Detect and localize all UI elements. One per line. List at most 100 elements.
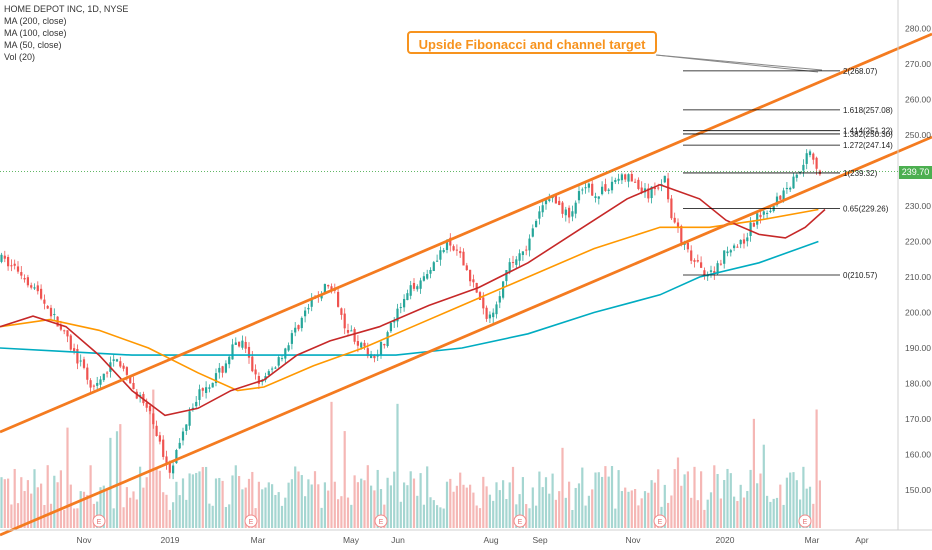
volume-bar <box>802 466 805 528</box>
candle-body <box>366 348 369 357</box>
candle-body <box>231 344 234 360</box>
candle-body <box>287 345 290 351</box>
volume-bar <box>198 471 201 528</box>
volume-bar <box>812 503 815 528</box>
volume-bar <box>13 468 16 528</box>
volume-bar <box>436 505 439 528</box>
annotation-callout[interactable]: Upside Fibonacci and channel target <box>407 31 657 54</box>
volume-bar <box>696 500 699 528</box>
volume-bar <box>56 482 59 528</box>
candle-body <box>432 262 435 272</box>
candle-body <box>30 285 33 288</box>
volume-bar <box>231 475 234 528</box>
volume-bar <box>82 491 86 528</box>
candle-body <box>591 183 594 196</box>
volume-bar <box>591 489 594 528</box>
volume-bar <box>379 489 383 528</box>
volume-bar <box>673 469 676 528</box>
volume-bar <box>16 503 20 528</box>
volume-bar <box>363 480 366 528</box>
candle-body <box>690 250 693 261</box>
y-tick-label: 160.00 <box>905 450 931 460</box>
volume-bar <box>40 483 43 528</box>
candle-body <box>297 325 300 330</box>
candle-body <box>76 348 79 364</box>
volume-bar <box>445 481 449 528</box>
candle-body <box>40 288 43 299</box>
candle-body <box>7 257 10 267</box>
candle-body <box>43 299 46 304</box>
candle-body <box>3 255 6 259</box>
candle-body <box>106 372 109 374</box>
candle-body <box>818 170 821 175</box>
volume-bar <box>119 424 122 528</box>
volume-bar <box>310 484 313 528</box>
volume-bar <box>271 484 274 528</box>
candle-body <box>640 187 643 193</box>
candle-body <box>538 211 541 219</box>
candle-body <box>129 376 132 384</box>
earnings-marker <box>653 514 667 528</box>
volume-bar <box>251 471 254 528</box>
candle-body <box>327 284 330 287</box>
y-tick-label: 220.00 <box>905 237 931 247</box>
candle-body <box>393 320 396 323</box>
volume-bar <box>69 484 72 528</box>
candle-body <box>277 357 280 366</box>
candle-body <box>667 178 670 200</box>
candle-body <box>82 359 86 368</box>
volume-bar <box>366 465 369 528</box>
volume-bar <box>736 501 739 528</box>
volume-bar <box>238 476 241 528</box>
volume-bar <box>185 499 188 528</box>
volume-bar <box>558 491 561 528</box>
volume-bar <box>789 472 792 528</box>
volume-bar <box>667 502 670 528</box>
volume-bar <box>469 484 472 528</box>
candle-body <box>79 360 82 362</box>
candle-body <box>247 346 251 358</box>
candle-body <box>191 407 194 410</box>
volume-bar <box>290 479 293 528</box>
candle-body <box>568 207 571 218</box>
volume-bar <box>452 491 455 528</box>
earnings-marker <box>798 514 812 528</box>
candle-body <box>624 174 627 180</box>
volume-bar <box>304 496 307 528</box>
candle-body <box>363 342 366 347</box>
volume-bar <box>373 490 376 528</box>
volume-bar <box>676 457 680 528</box>
volume-bar <box>356 482 359 528</box>
candle-body <box>172 465 175 474</box>
candle-body <box>584 187 587 189</box>
volume-bar <box>205 466 208 528</box>
candle-body <box>459 251 462 254</box>
volume-bar <box>449 478 452 528</box>
candle-body <box>713 271 716 274</box>
volume-bar <box>267 482 270 528</box>
earnings-marker-label: E <box>518 519 523 526</box>
channel-lines <box>0 32 932 537</box>
candle-body <box>541 205 544 213</box>
candle-body <box>360 342 363 348</box>
candle-body <box>162 439 165 457</box>
volume-bar <box>330 401 333 528</box>
candle-body <box>442 250 445 253</box>
y-tick-label: 250.00 <box>905 130 931 140</box>
candle-body <box>733 245 736 249</box>
candle-body <box>99 379 102 385</box>
volume-bar <box>511 466 515 528</box>
candle-body <box>587 183 590 188</box>
candle-body <box>267 371 270 376</box>
candle-body <box>66 330 69 337</box>
volume-bar <box>739 484 742 528</box>
volume-bar <box>634 489 637 528</box>
volume-bar <box>551 473 554 528</box>
candle-body <box>805 153 808 164</box>
candle-body <box>779 195 782 200</box>
candle-body <box>148 405 152 412</box>
volume-bar <box>195 472 198 528</box>
y-tick-label: 260.00 <box>905 95 931 105</box>
candle-body <box>168 462 171 473</box>
